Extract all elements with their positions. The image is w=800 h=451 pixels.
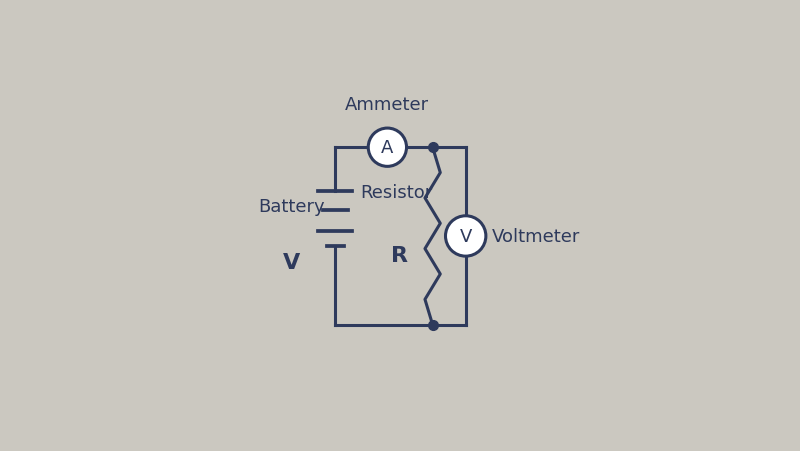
Circle shape [446,216,486,257]
Text: V: V [459,227,472,245]
Circle shape [368,129,406,167]
Text: Battery: Battery [258,198,325,216]
Text: Ammeter: Ammeter [346,96,430,114]
Text: Resistor: Resistor [360,184,432,202]
Text: Voltmeter: Voltmeter [492,227,580,245]
Text: V: V [283,253,300,272]
Text: R: R [391,245,408,266]
Text: A: A [381,139,394,157]
